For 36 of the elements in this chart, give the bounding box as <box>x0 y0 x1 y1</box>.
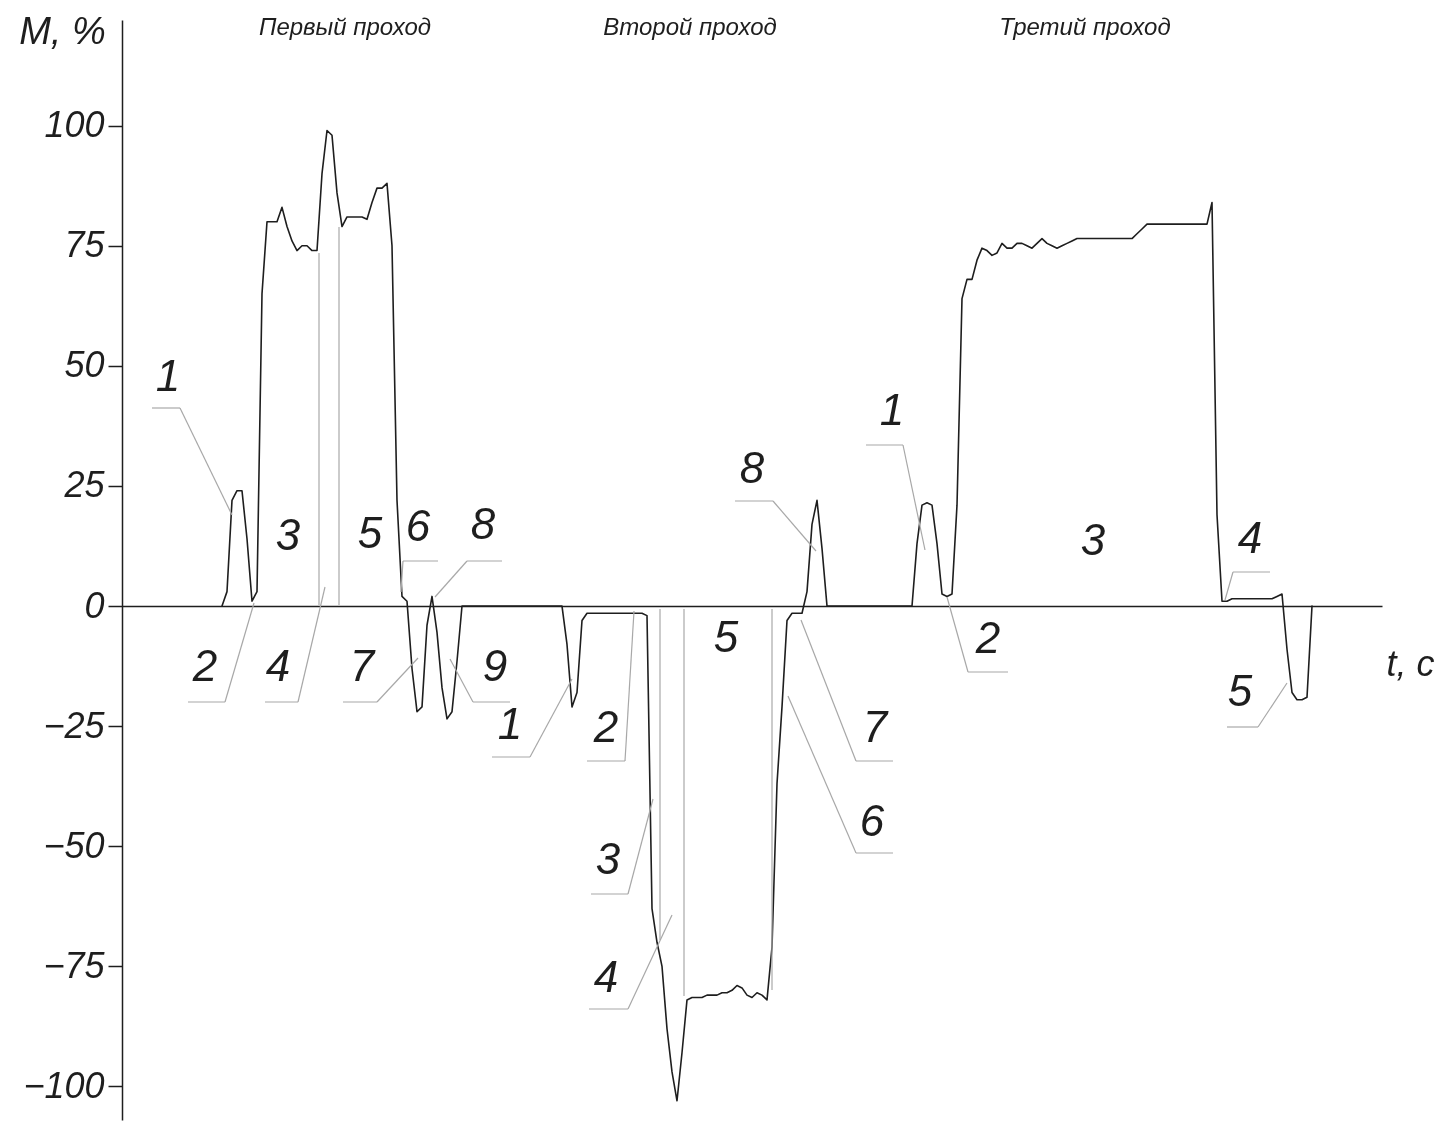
annotation: 7 <box>862 702 889 751</box>
y-tick-label: 75 <box>64 224 106 266</box>
annotation: 6 <box>405 501 431 550</box>
y-tick-label: −100 <box>23 1064 105 1106</box>
annotation: 4 <box>1237 513 1263 562</box>
annotation: 8 <box>470 499 496 548</box>
annotation: 2 <box>592 702 619 751</box>
annotation: 8 <box>739 443 765 492</box>
annotation: 1 <box>497 699 523 748</box>
y-tick-label: 25 <box>63 464 106 506</box>
y-tick-label: −50 <box>43 824 105 866</box>
y-tick-label: −25 <box>43 704 106 746</box>
y-tick-label: −75 <box>43 944 106 986</box>
y-tick-label: 50 <box>64 344 105 386</box>
annotation: 7 <box>349 641 376 690</box>
y-tick-label: 0 <box>84 584 105 626</box>
y-tick-label: 100 <box>44 104 105 146</box>
annotation: 1 <box>155 351 181 400</box>
annotation: 5 <box>357 508 383 557</box>
annotation: Первый проход <box>258 13 432 40</box>
annotation: 1 <box>879 385 905 434</box>
y-axis-title: M, % <box>19 9 106 52</box>
annotation: 4 <box>593 952 619 1001</box>
annotation: 9 <box>482 641 508 690</box>
annotation: 3 <box>275 510 301 559</box>
annotation: 6 <box>859 796 885 845</box>
annotation: 3 <box>1080 515 1106 564</box>
annotation: 5 <box>713 612 739 661</box>
annotation: 4 <box>265 641 291 690</box>
x-axis-title: t, c <box>1386 642 1435 684</box>
annotation: Третий проход <box>999 13 1171 40</box>
annotation: 2 <box>974 613 1001 662</box>
annotation: 5 <box>1227 666 1253 715</box>
annotation: 3 <box>595 834 621 883</box>
annotation: 2 <box>191 641 218 690</box>
annotation: Второй проход <box>603 13 777 40</box>
